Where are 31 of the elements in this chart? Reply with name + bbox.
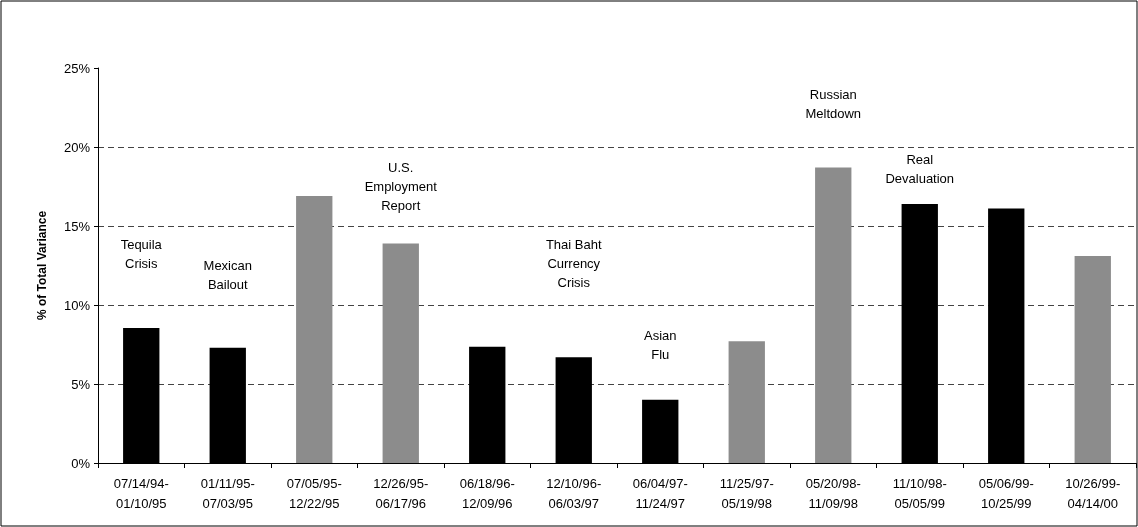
annotation: Mexican Bailout: [203, 257, 252, 292]
bar: [382, 243, 419, 463]
y-tick-label: 10%: [63, 297, 91, 313]
annotation: Asian Flu: [643, 327, 677, 362]
x-tick-label: 06/04/97- 11/24/97: [632, 475, 688, 511]
y-tick-label: 0%: [71, 455, 91, 471]
y-tick-label: 5%: [71, 376, 91, 392]
x-tick-label: 12/10/96- 06/03/97: [546, 475, 602, 511]
x-tick-label: 11/10/98- 05/05/99: [892, 475, 947, 511]
bar: [728, 341, 765, 463]
bar: [296, 195, 333, 463]
y-tick-label: 25%: [63, 60, 91, 76]
x-tick-label: 11/25/97- 05/19/98: [719, 475, 774, 511]
x-tick-label: 07/05/95- 12/22/95: [286, 475, 342, 511]
x-tick-label: 07/14/94- 01/10/95: [113, 475, 169, 511]
annotation: Tequila Crisis: [120, 237, 163, 272]
x-tick-label: 01/11/95- 07/03/95: [200, 475, 255, 511]
annotation: U.S. Employment Report: [364, 160, 438, 213]
x-tick-label: 05/06/99- 10/25/99: [978, 475, 1034, 511]
x-tick-label: 12/26/95- 06/17/96: [373, 475, 429, 511]
annotation: Thai Baht Currency Crisis: [545, 237, 602, 291]
annotation: Real Devaluation: [885, 152, 955, 187]
bar: [815, 167, 852, 463]
bar: [1074, 256, 1111, 463]
x-tick-label: 06/18/96- 12/09/96: [459, 475, 515, 511]
y-tick-label: 15%: [63, 218, 91, 234]
y-axis-title: % of Total Variance: [35, 210, 49, 321]
x-tick-label: 10/26/99- 04/14/00: [1065, 475, 1121, 511]
y-tick-label: 20%: [63, 139, 91, 155]
x-tick-label: 05/20/98- 11/09/98: [805, 475, 861, 511]
annotation: Russian Meltdown: [805, 87, 862, 122]
